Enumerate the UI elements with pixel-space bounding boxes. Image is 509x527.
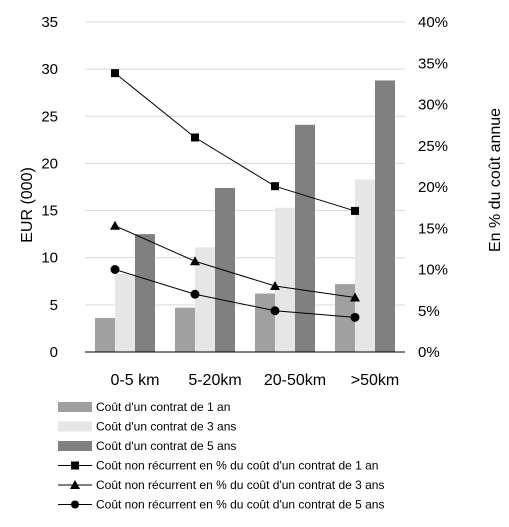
legend-swatch [58,441,92,451]
series-line [114,72,356,212]
bar [95,318,115,352]
bar [375,80,395,352]
legend-label: Coût d'un contrat de 5 ans [96,439,236,453]
y2-tick-label: 30% [418,97,448,114]
y-tick-label: 20 [41,155,58,172]
y2-tick-label: 5% [418,303,440,320]
y-tick-label: 5 [50,297,58,314]
legend-swatch [58,421,92,432]
marker-square [351,206,359,215]
marker-circle [110,265,120,274]
y2-tick-label: 20% [418,179,448,196]
left-axis-ticks: 0 5 10 15 20 25 30 35 [41,14,58,361]
marker-square [191,133,199,142]
bar [335,284,355,352]
marker-triangle [270,281,280,290]
legend-marker-circle [71,500,79,509]
y2-tick-label: 25% [418,138,448,155]
series-line [114,269,356,318]
marker-circle [350,312,360,322]
marker-square [271,182,279,191]
bar [355,179,375,352]
bars [95,80,395,353]
marker-circle [270,306,280,316]
left-axis-title: EUR (000) [19,167,36,243]
y2-tick-label: 40% [418,14,448,31]
marker-triangle [110,220,120,230]
marker-square [111,69,119,78]
legend-swatch [58,402,92,412]
bar [295,124,315,353]
bar [215,187,235,352]
category-labels: 0-5 km 5-20km 20-50km >50km [111,372,400,389]
series-lines [110,69,360,322]
legend-label: Coût non récurrent en % du coût d'un con… [96,459,378,473]
y-tick-label: 25 [41,108,58,125]
series-line [114,225,356,299]
legend-label: Coût d'un contrat de 3 ans [96,420,236,434]
y-tick-label: 30 [41,61,58,78]
right-axis-ticks: 0% 5% 10% 15% 20% 25% 30% 35% 40% [418,14,448,361]
x-tick-label: 5-20km [188,372,241,389]
legend-marker-triangle [70,480,80,489]
marker-triangle [190,256,200,266]
right-axis-title: En % du coût annue [487,108,504,252]
legend-label: Coût non récurrent en % du coût d'un con… [96,498,384,512]
legend: Coût d'un contrat de 1 an Coût d'un contr… [58,400,384,512]
y-tick-label: 0 [50,344,58,361]
bar [195,247,215,352]
legend-label: Coût non récurrent en % du coût d'un con… [96,478,384,492]
bar [275,207,295,352]
y2-tick-label: 0% [418,344,440,361]
y2-tick-label: 10% [418,262,448,279]
y2-tick-label: 35% [418,55,448,72]
legend-label: Coût d'un contrat de 1 an [96,400,230,414]
bar [115,273,135,352]
bar [135,234,155,352]
marker-circle [190,289,200,299]
bar [255,293,275,352]
y-tick-label: 10 [41,250,58,267]
legend-marker-square [71,461,79,470]
y2-tick-label: 15% [418,220,448,237]
bar [175,307,195,352]
x-tick-label: 20-50km [264,372,326,389]
x-tick-label: >50km [351,372,399,389]
x-tick-label: 0-5 km [111,372,160,389]
y-tick-label: 35 [41,14,58,31]
y-tick-label: 15 [41,203,58,220]
marker-triangle [350,292,360,302]
